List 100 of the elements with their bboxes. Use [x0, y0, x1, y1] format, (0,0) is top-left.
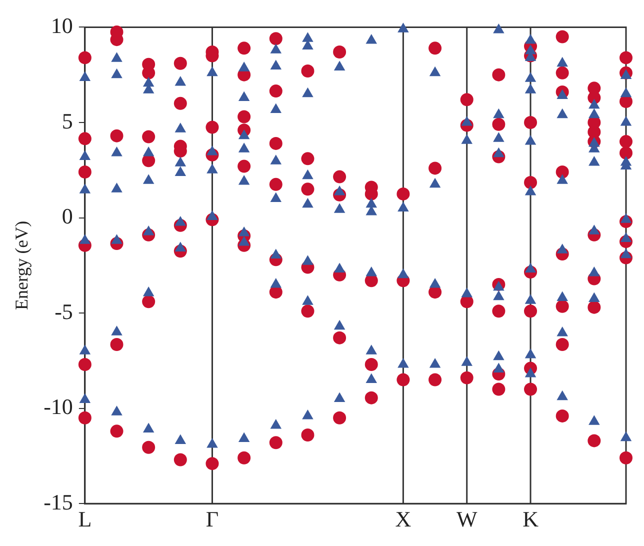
point: [111, 146, 122, 156]
point: [174, 96, 187, 110]
point: [366, 266, 378, 276]
point: [110, 338, 124, 351]
point: [366, 373, 378, 383]
point: [556, 409, 569, 422]
point: [588, 98, 600, 109]
point: [364, 358, 378, 371]
point: [301, 304, 314, 318]
point: [556, 300, 569, 313]
y-tick-label: 10: [50, 12, 73, 38]
x-tick-label: Γ: [206, 506, 219, 532]
point: [174, 156, 186, 166]
point: [556, 390, 568, 400]
point: [396, 187, 410, 200]
point: [301, 182, 314, 196]
point: [492, 118, 506, 131]
point: [302, 198, 314, 208]
point: [493, 147, 504, 158]
point: [429, 66, 441, 76]
point: [206, 66, 218, 76]
point: [493, 132, 504, 142]
point: [174, 453, 187, 466]
point: [556, 291, 568, 302]
point: [334, 203, 346, 213]
point: [333, 45, 346, 58]
point: [428, 42, 442, 55]
point: [556, 108, 568, 118]
point: [238, 236, 250, 246]
point: [524, 176, 538, 190]
y-tick-label: -10: [44, 394, 73, 420]
point: [620, 116, 632, 126]
point: [556, 166, 569, 179]
point: [269, 436, 282, 450]
point: [269, 286, 282, 299]
point: [588, 108, 600, 118]
point: [429, 278, 441, 288]
point: [270, 192, 282, 202]
point: [302, 87, 314, 98]
point: [174, 56, 187, 70]
point: [206, 164, 218, 174]
point: [620, 248, 632, 258]
point: [142, 146, 154, 156]
x-tick-label: X: [395, 506, 412, 532]
point: [492, 304, 506, 318]
point: [556, 66, 569, 80]
point: [238, 91, 250, 101]
point: [333, 170, 346, 184]
point: [620, 451, 632, 464]
point: [428, 373, 442, 386]
point: [301, 64, 314, 78]
point: [174, 216, 186, 226]
point: [556, 174, 568, 184]
point: [79, 344, 91, 354]
point: [270, 60, 282, 70]
point: [142, 76, 154, 87]
point: [620, 431, 632, 442]
point: [461, 134, 472, 144]
point: [142, 154, 156, 168]
point: [556, 30, 569, 44]
x-tick-label: L: [78, 506, 92, 532]
point: [79, 234, 91, 244]
y-axis-title: Energy (eV): [12, 220, 32, 310]
point: [206, 438, 218, 448]
point: [270, 103, 282, 113]
point: [492, 68, 506, 82]
point: [366, 34, 378, 44]
point: [238, 110, 251, 124]
point: [174, 76, 186, 86]
x-tick-label: W: [456, 506, 478, 532]
point: [461, 116, 472, 126]
point: [620, 51, 632, 64]
point: [174, 122, 186, 132]
point: [79, 150, 91, 160]
point: [238, 175, 250, 185]
point: [588, 156, 600, 166]
point: [461, 287, 472, 298]
point: [301, 428, 314, 442]
point: [302, 295, 314, 305]
point: [270, 278, 282, 288]
point: [206, 457, 219, 470]
point: [524, 116, 538, 129]
point: [524, 135, 536, 145]
point: [588, 300, 601, 314]
point: [556, 244, 568, 254]
point: [334, 392, 346, 402]
point: [334, 262, 346, 272]
point: [174, 434, 186, 444]
point: [524, 304, 538, 318]
point: [524, 262, 536, 272]
point: [556, 56, 568, 67]
point: [398, 358, 409, 368]
point: [493, 108, 504, 118]
point: [460, 371, 474, 384]
point: [206, 210, 218, 220]
point: [334, 186, 346, 196]
point: [269, 32, 282, 46]
point: [556, 338, 569, 351]
point: [270, 418, 282, 429]
point: [588, 266, 600, 276]
